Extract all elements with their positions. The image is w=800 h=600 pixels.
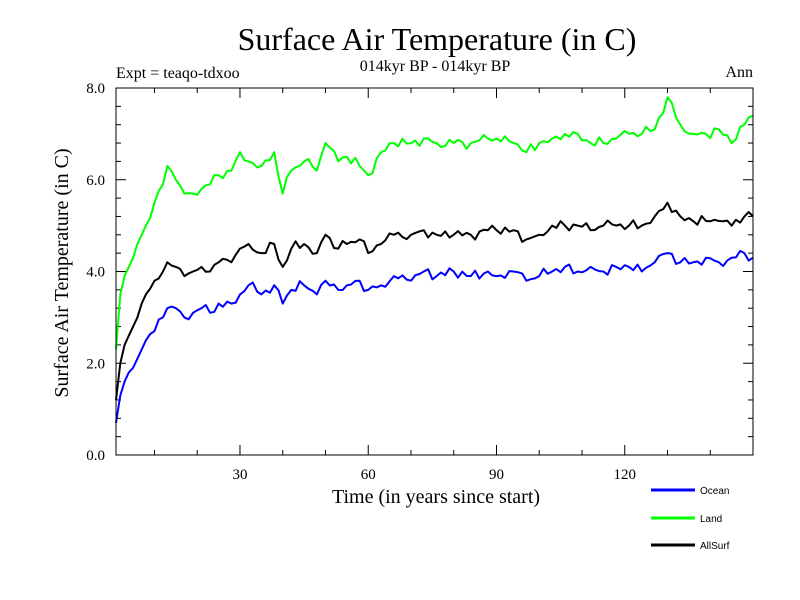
period-label: Ann [725, 64, 753, 81]
x-tick-label: 120 [613, 467, 636, 483]
plot-frame [115, 87, 754, 456]
experiment-label: Expt = teaqo-tdxoo [116, 65, 240, 82]
axis-ticks [116, 88, 753, 455]
y-tick-label: 2.0 [86, 356, 105, 372]
chart-subtitle: 014kyr BP - 014kyr BP [360, 58, 511, 75]
tick-labels: 30 60 90 120 0.0 2.0 4.0 6.0 8.0 [86, 81, 636, 483]
legend-label-ocean: Ocean [700, 486, 729, 497]
chart-title: Surface Air Temperature (in C) [238, 21, 637, 57]
series-line-land [115, 96, 754, 350]
series-lines [115, 96, 754, 424]
y-tick-label: 8.0 [86, 81, 105, 97]
legend-label-allsurf: AllSurf [700, 541, 730, 552]
x-tick-label: 60 [361, 467, 376, 483]
x-tick-label: 30 [232, 467, 247, 483]
y-tick-label: 6.0 [86, 173, 105, 189]
legend: Ocean Land AllSurf [651, 486, 730, 552]
x-axis-label: Time (in years since start) [332, 486, 540, 508]
y-tick-label: 4.0 [86, 265, 105, 281]
x-tick-label: 90 [489, 467, 504, 483]
y-axis-label: Surface Air Temperature (in C) [51, 148, 73, 397]
legend-label-land: Land [700, 514, 722, 525]
series-line-ocean [115, 249, 754, 424]
series-line-allsurf [115, 201, 754, 401]
y-tick-label: 0.0 [86, 448, 105, 464]
